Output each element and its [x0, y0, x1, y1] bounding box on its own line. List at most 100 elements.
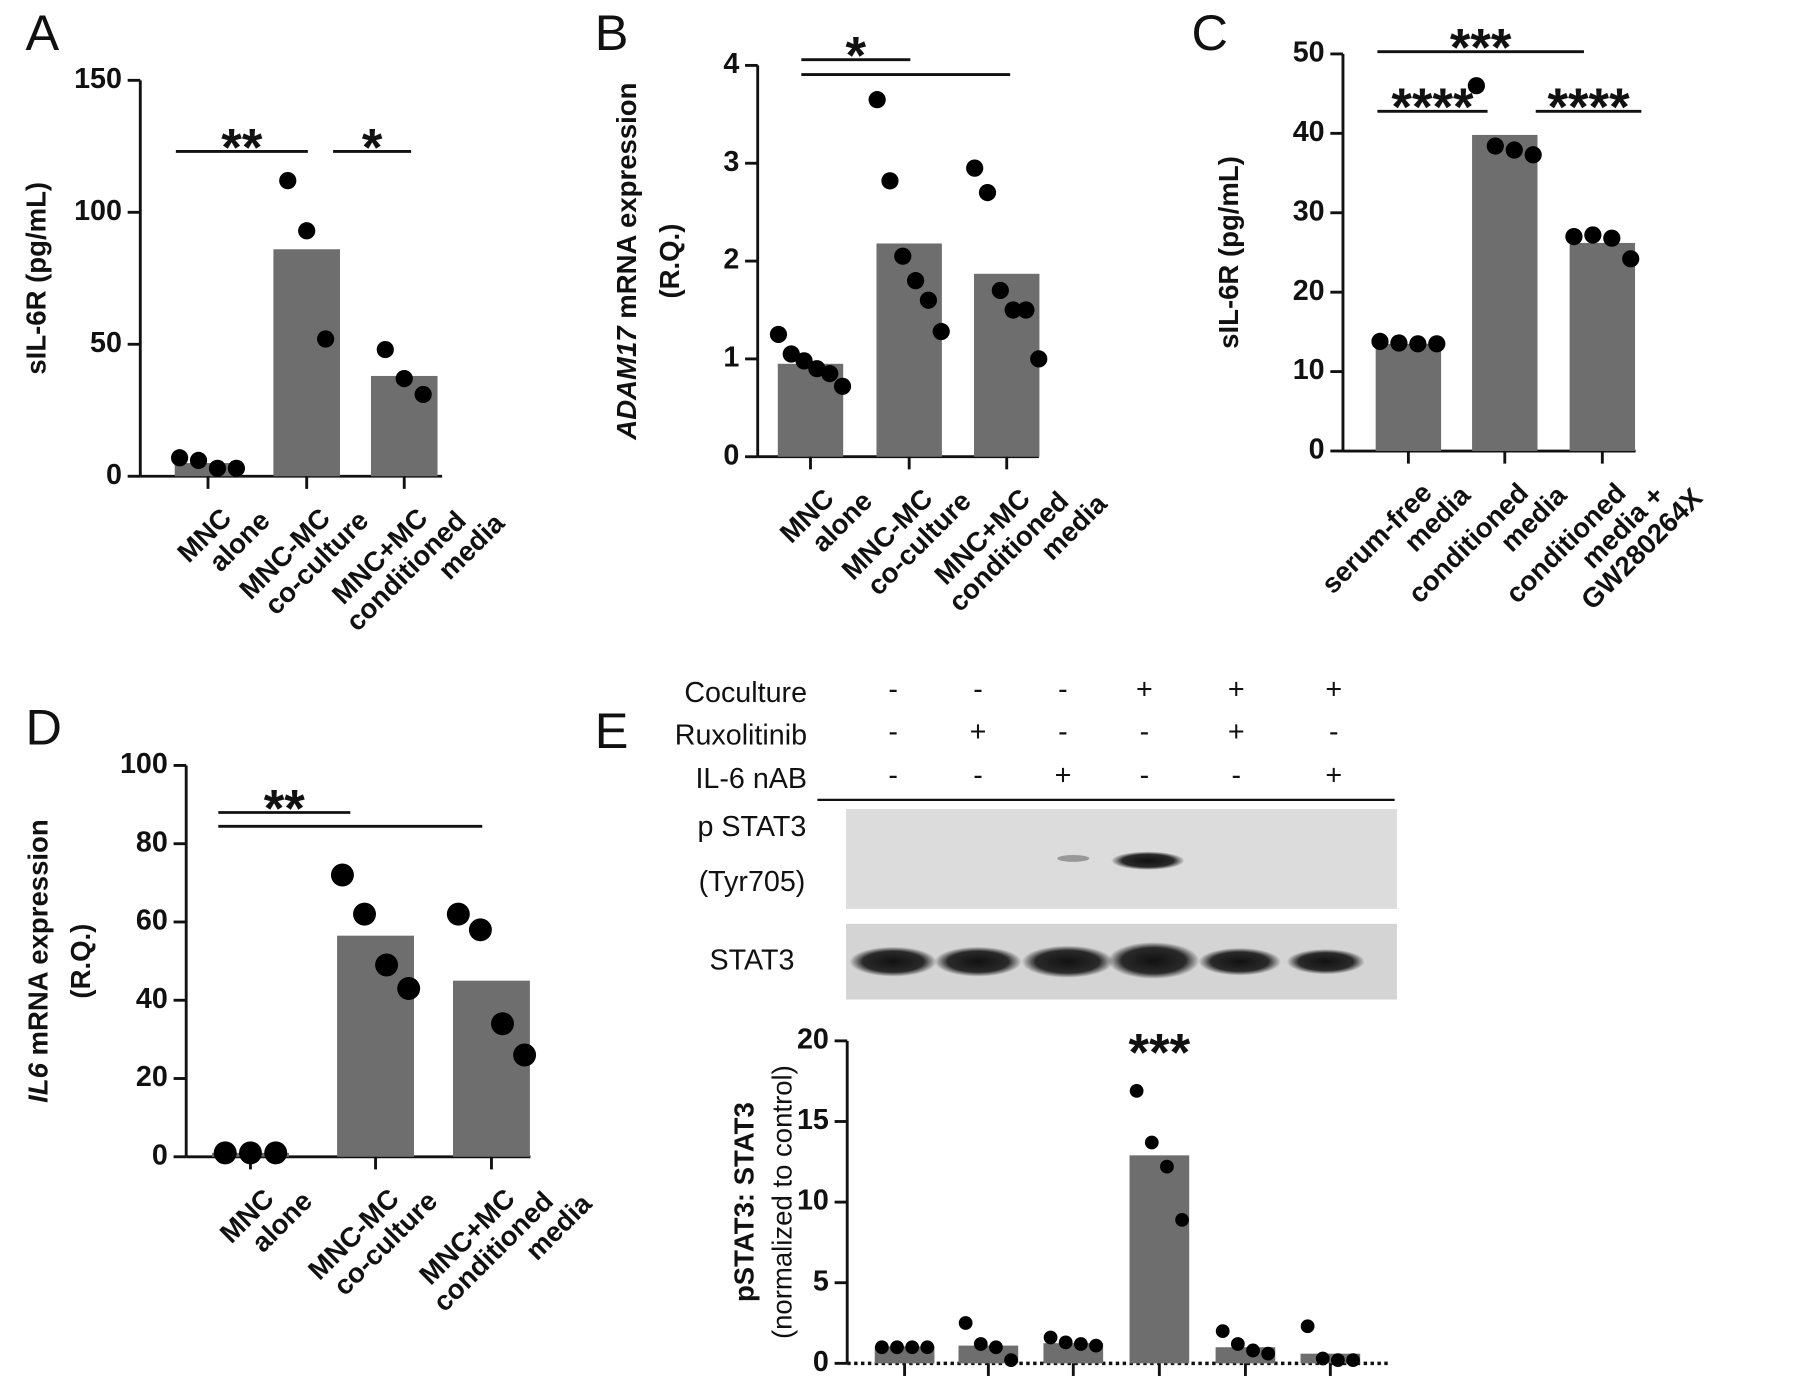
x-tick-label: MNC-MCco-culture [302, 1165, 443, 1306]
condition-sign: - [973, 673, 983, 705]
data-point [376, 340, 394, 359]
data-point [264, 1141, 288, 1165]
data-point [991, 281, 1009, 300]
condition-sign: + [1228, 673, 1245, 705]
bar [1043, 1343, 1104, 1364]
y-tick-label: 50 [1293, 37, 1325, 69]
y-tick-label: 0 [723, 439, 739, 471]
data-point [414, 385, 432, 404]
data-point [1565, 227, 1583, 246]
condition-label: Coculture [684, 677, 807, 709]
data-point [189, 451, 208, 470]
condition-sign: + [970, 716, 987, 748]
significance-label: **** [1547, 78, 1630, 137]
condition-sign: - [1140, 716, 1150, 748]
data-point [1129, 1083, 1144, 1098]
y-axis-label: IL6 mRNA expression [23, 819, 54, 1103]
data-point [227, 459, 246, 477]
band-label: (Tyr705) [699, 866, 806, 898]
bar [1300, 1353, 1361, 1364]
y-tick-label: 1 [723, 341, 739, 373]
condition-sign: - [888, 760, 898, 792]
blot-band [1198, 947, 1282, 976]
data-point [821, 364, 839, 383]
data-point [919, 291, 938, 309]
y-tick-label: 0 [813, 1346, 829, 1378]
condition-sign: + [1055, 760, 1072, 792]
condition-sign: - [888, 716, 898, 748]
y-axis-label: (R.Q.) [65, 924, 96, 999]
panel-letter: A [26, 4, 60, 61]
data-point [769, 325, 788, 344]
condition-sign: - [888, 673, 898, 705]
bar [1215, 1347, 1276, 1364]
data-point [1004, 1353, 1018, 1368]
data-point [1390, 334, 1408, 352]
x-tick-label: MNCalone [214, 1165, 319, 1270]
data-point [298, 222, 316, 240]
significance-label: *** [1450, 18, 1512, 77]
data-point [375, 953, 399, 977]
bar [974, 273, 1040, 457]
y-tick-label: 5 [813, 1265, 829, 1297]
data-point [890, 1340, 904, 1355]
blot-band [934, 946, 1022, 977]
data-point [874, 1340, 889, 1355]
bar [1569, 242, 1636, 452]
data-point [782, 345, 800, 363]
y-tick-label: 60 [136, 905, 168, 937]
x-tick-label: MNC+MCconditionedmedia [319, 466, 510, 657]
data-point [279, 172, 297, 190]
data-point [894, 247, 912, 265]
panel-letter: C [1191, 4, 1227, 61]
blot-band [849, 946, 937, 977]
data-point [395, 369, 413, 388]
y-axis-label: sIL-6R (pg/mL) [20, 182, 51, 375]
blot-band [1107, 942, 1200, 979]
data-point [1346, 1353, 1360, 1368]
condition-label: Ruxolitinib [675, 719, 807, 751]
panel-letter: B [595, 4, 629, 61]
y-tick-label: 20 [797, 1023, 829, 1055]
y-tick-label: 80 [136, 826, 168, 858]
y-axis-label: ADAM17 mRNA expression [611, 83, 642, 441]
data-point [1300, 1319, 1315, 1334]
data-point [1505, 141, 1523, 159]
condition-sign: + [1228, 716, 1245, 748]
data-point [1486, 137, 1504, 155]
data-point [881, 172, 899, 190]
data-point [1175, 1212, 1189, 1227]
data-point [1603, 229, 1621, 247]
data-point [1584, 226, 1602, 244]
data-point [989, 1340, 1003, 1355]
data-point [1230, 1337, 1245, 1351]
y-tick-label: 40 [136, 983, 168, 1015]
y-tick-label: 2 [723, 244, 739, 276]
data-point [868, 91, 886, 109]
bar [874, 1346, 935, 1364]
y-tick-label: 10 [1293, 354, 1325, 386]
band-label: STAT3 [709, 944, 794, 976]
data-point [833, 377, 852, 395]
condition-sign: - [1058, 673, 1068, 705]
y-axis-label: (R.Q.) [654, 224, 685, 299]
significance-label: **** [1391, 78, 1474, 137]
y-axis-label: sIL-6R (pg/mL) [1213, 156, 1244, 349]
data-point [1331, 1353, 1345, 1368]
y-tick-label: 20 [1293, 275, 1325, 307]
x-tick-label: MNC+MCconditionedmedia [922, 446, 1113, 637]
data-point [1030, 350, 1048, 368]
bar [1375, 343, 1442, 452]
data-point [1371, 332, 1389, 351]
bar [273, 249, 340, 477]
data-point [397, 977, 421, 1000]
significance-label: ** [264, 779, 306, 838]
data-point [491, 1012, 514, 1036]
data-point [978, 183, 997, 202]
data-point [1467, 77, 1485, 95]
y-tick-label: 20 [136, 1061, 168, 1093]
data-point [1144, 1135, 1159, 1150]
band-label: p STAT3 [698, 811, 807, 843]
significance-label: * [846, 26, 867, 85]
